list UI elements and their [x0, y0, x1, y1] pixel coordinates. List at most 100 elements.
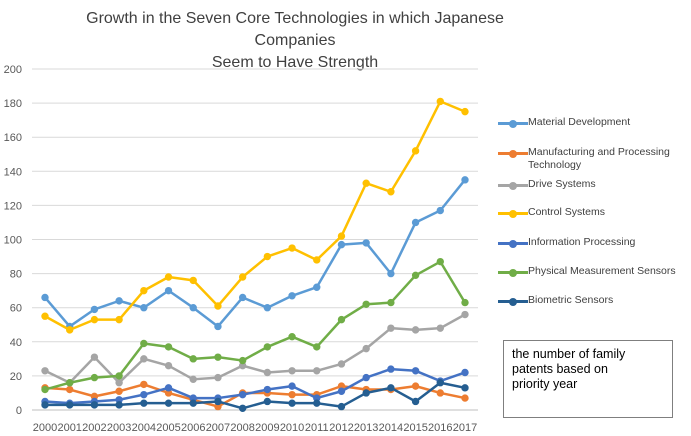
x-tick-label: 2004	[132, 422, 156, 434]
data-point	[461, 176, 469, 184]
data-point	[90, 315, 99, 324]
data-point	[189, 355, 197, 363]
series-line	[43, 178, 467, 328]
data-point	[461, 368, 469, 377]
data-point	[189, 375, 197, 384]
x-tick-label: 2005	[156, 422, 180, 434]
data-point	[140, 286, 148, 295]
data-point	[387, 298, 395, 307]
data-point	[387, 269, 395, 278]
data-point	[313, 343, 321, 351]
data-point	[362, 389, 370, 397]
data-point	[66, 326, 74, 334]
data-point	[411, 382, 420, 390]
data-point	[238, 293, 247, 302]
data-point	[387, 365, 395, 373]
data-point	[164, 399, 173, 407]
series-information-processing	[41, 365, 469, 407]
series-biometric-sensors	[41, 379, 469, 412]
series-line	[43, 313, 467, 384]
data-point	[288, 382, 296, 390]
data-point	[411, 397, 420, 406]
legend-swatch	[498, 268, 528, 277]
data-point	[164, 384, 173, 392]
data-point	[461, 384, 469, 392]
data-point	[214, 397, 222, 406]
data-point	[461, 394, 469, 402]
data-point	[313, 367, 321, 375]
y-tick-label: 160	[4, 132, 22, 144]
data-point	[164, 286, 173, 295]
x-tick-label: 2003	[107, 422, 131, 434]
data-point	[115, 379, 123, 387]
legend-label: Information Processing	[528, 236, 636, 248]
data-point	[362, 373, 370, 382]
y-tick-label: 200	[4, 64, 22, 76]
data-point	[362, 344, 370, 353]
x-tick-label: 2000	[33, 422, 57, 434]
data-point	[189, 304, 197, 312]
data-point	[41, 312, 49, 320]
data-point	[140, 380, 148, 389]
data-point	[214, 373, 222, 382]
legend-swatch	[498, 297, 528, 306]
data-point	[90, 401, 99, 409]
series-drive-systems	[41, 310, 469, 387]
data-point	[164, 273, 173, 281]
x-tick-label: 2006	[181, 422, 205, 434]
legend-label: Material Development	[528, 116, 631, 128]
legend-swatch	[498, 239, 528, 248]
series-material-development	[41, 176, 469, 331]
x-tick-label: 2012	[329, 422, 353, 434]
data-point	[337, 232, 346, 240]
x-tick-label: 2016	[428, 422, 452, 434]
legend-label-line: Manufacturing and Processing	[528, 146, 670, 158]
legend-label: Control Systems	[528, 206, 606, 218]
data-point	[263, 397, 272, 406]
chart-title-line-1: Growth in the Seven Core Technologies in…	[86, 10, 504, 49]
data-point	[337, 240, 346, 249]
data-point	[337, 387, 346, 395]
x-tick-label: 2009	[255, 422, 279, 434]
data-point	[189, 399, 197, 407]
data-point	[41, 367, 49, 375]
data-point	[288, 292, 296, 300]
data-point	[238, 356, 247, 365]
data-point	[41, 385, 49, 394]
data-point	[362, 179, 370, 187]
data-point	[411, 218, 420, 227]
data-point	[387, 384, 395, 392]
data-point	[214, 302, 222, 310]
legend-swatch	[498, 149, 528, 158]
series-line	[43, 260, 467, 391]
data-point	[362, 239, 370, 247]
data-point	[263, 368, 272, 377]
x-tick-label: 2007	[206, 422, 230, 434]
y-tick-label: 180	[4, 98, 22, 110]
data-point	[66, 401, 74, 409]
x-tick-label: 2017	[453, 422, 477, 434]
chart-title: Growth in the Seven Core Technologies in…	[60, 8, 530, 74]
data-point	[263, 385, 272, 394]
data-point	[436, 324, 444, 332]
y-tick-label: 120	[4, 200, 22, 212]
data-point	[313, 399, 321, 407]
data-point	[436, 206, 444, 215]
x-tick-label: 2011	[305, 422, 329, 434]
data-point	[411, 326, 420, 334]
series-line	[43, 381, 467, 410]
chart-title-line-2: Seem to Have Strength	[211, 54, 379, 71]
y-tick-label: 140	[4, 166, 22, 178]
data-point	[313, 256, 321, 264]
y-tick-label: 20	[10, 371, 22, 383]
data-point	[461, 107, 469, 116]
data-point	[115, 401, 123, 409]
legend-label: Drive Systems	[528, 178, 596, 190]
data-point	[288, 332, 296, 341]
data-point	[214, 353, 222, 361]
note-line-3: priority year	[512, 377, 578, 391]
data-point	[263, 304, 272, 312]
data-point	[41, 401, 49, 409]
data-point	[140, 390, 148, 399]
